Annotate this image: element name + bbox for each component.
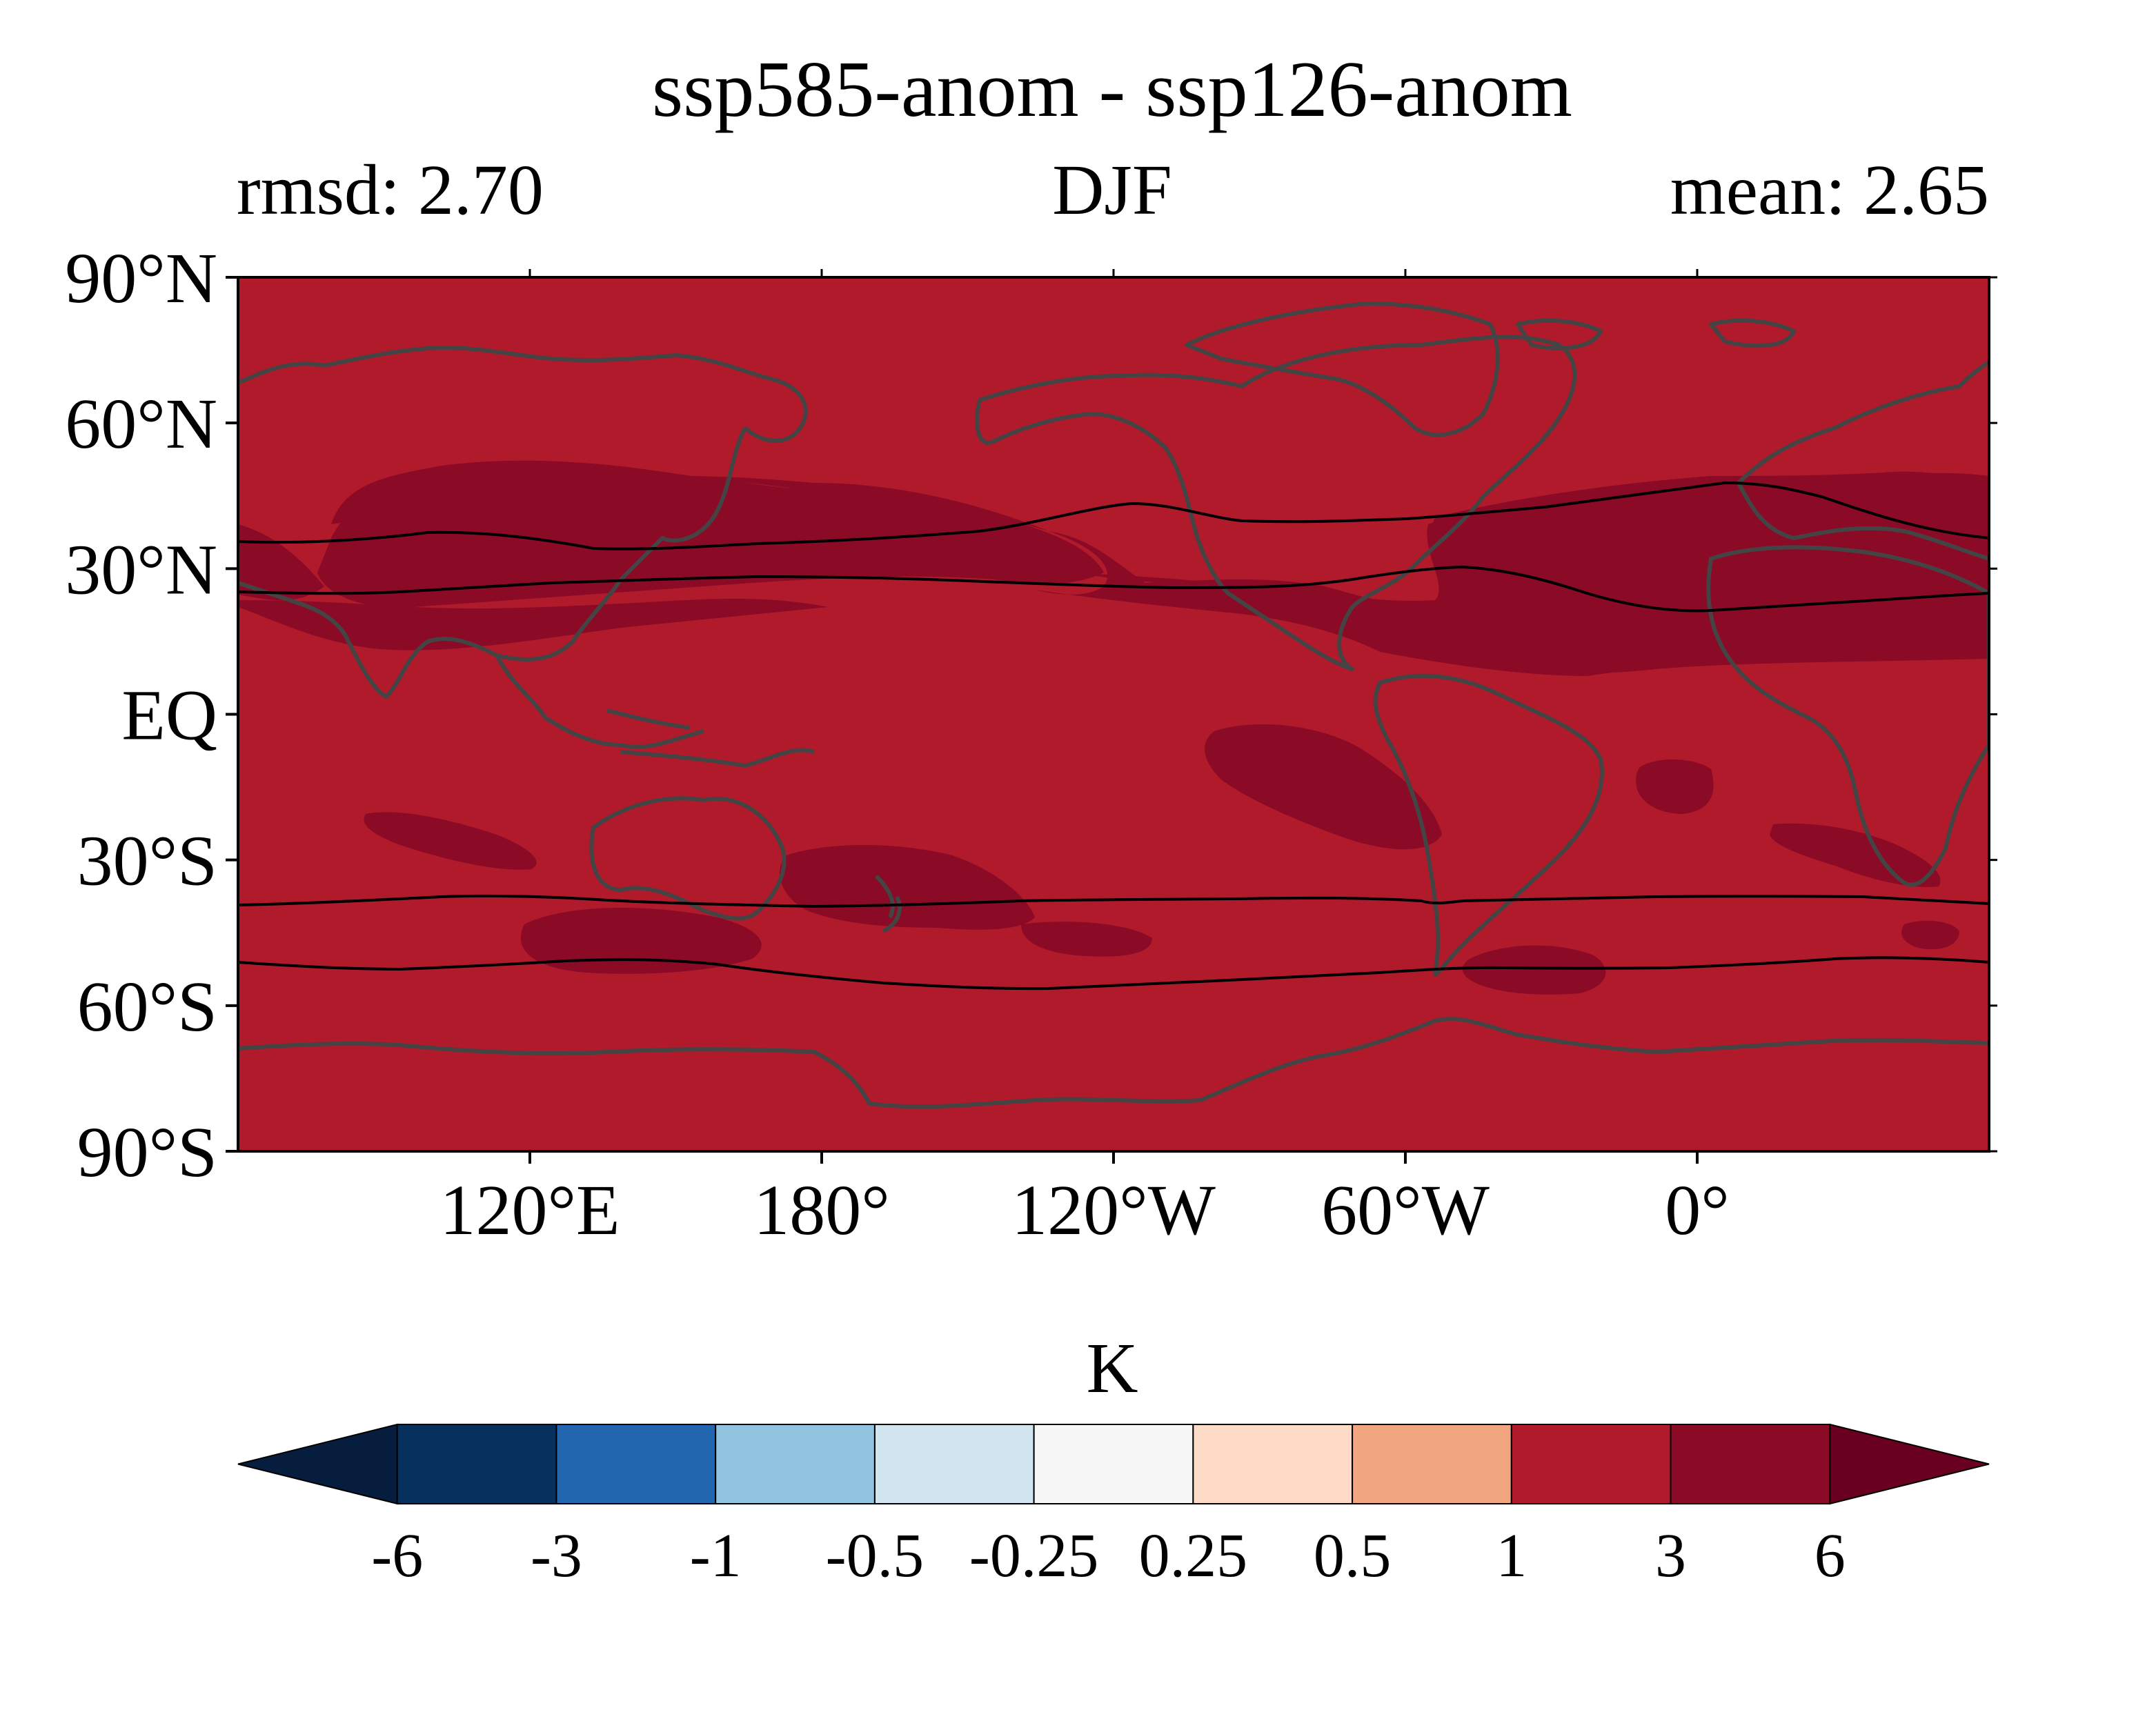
colorbar: -6 -3 -1 -0.5 -0.25 0.25 0.5 1 3 6 [237,1423,1990,1590]
colorbar-tick-label: 0.5 [1314,1522,1392,1590]
colorbar-tick-label: -6 [371,1522,423,1590]
high-anomaly-region-south-atlantic [1636,759,1714,814]
map-panel [238,277,1989,1151]
high-anomaly-region-south-africa [1901,920,1959,950]
colorbar-under-extend [237,1423,398,1505]
colorbar-segment [396,1424,557,1504]
lat-tick-label: 60°S [77,967,217,1046]
coastline-south-america [1373,673,1604,977]
colorbar-tick-label: 0.25 [1139,1522,1248,1590]
jet-line-nh-lower [238,565,1989,613]
coastline-east-asia [238,426,747,699]
high-anomaly-region-south-pacific [1021,922,1152,957]
high-anomaly-region-tasman [780,845,1035,930]
coastline-greenland [1185,301,1500,437]
colorbar-segment [1033,1424,1194,1504]
colorbar-segment [1670,1424,1831,1504]
lon-tick-label: 180° [753,1171,890,1250]
coastline-north-america [975,335,1577,671]
colorbar-segment [1510,1424,1672,1504]
rmsd-label: rmsd: 2.70 [237,150,544,230]
jet-line-nh-upper [238,481,1989,550]
high-anomaly-region-south-indian [364,812,537,870]
high-anomaly-region-drake [1462,945,1606,995]
coastline-africa [1706,545,1989,887]
high-anomaly-region-indian-ocean [1770,823,1941,887]
colorbar-tick-label: -0.5 [826,1522,924,1590]
lat-tick-label: EQ [121,676,217,755]
colorbar-tick-label: 3 [1655,1522,1686,1590]
longitude-ticks: 120°E 180° 120°W 60°W 0° [439,269,1730,1250]
lat-tick-label: 30°N [65,530,217,609]
coastline-new-zealand [874,874,902,933]
colorbar-segment [555,1424,717,1504]
coastline-arctic-asia [238,345,808,443]
plot-title: ssp585-anom - ssp126-anom [652,46,1572,134]
colorbar-segment [1192,1424,1354,1504]
lat-tick-label: 90°N [65,239,217,318]
colorbar-segment [715,1424,876,1504]
colorbar-tick-label: -3 [531,1522,582,1590]
season-label: DJF [1052,150,1171,230]
jet-lines [238,481,1989,991]
colorbar-tick-label: -0.25 [969,1522,1098,1590]
lon-tick-label: 120°E [439,1171,620,1250]
colorbar-segment [1352,1424,1512,1504]
coastline-antarctica [238,1017,1989,1109]
lat-tick-label: 90°S [77,1113,217,1192]
colorbar-tick-label: 6 [1814,1522,1846,1590]
mean-label: mean: 2.65 [1670,150,1989,230]
colorbar-label: K [1086,1329,1138,1408]
lat-tick-label: 30°S [77,822,217,901]
colorbar-segment [873,1424,1035,1504]
high-anomaly-region-southern-ocean-east [520,908,762,974]
lat-tick-label: 60°N [65,384,217,464]
map-background-field [238,277,1989,1151]
colorbar-over-extend [1829,1423,1990,1505]
coastline-indonesia [606,708,815,768]
colorbar-tick-label: -1 [690,1522,742,1590]
jet-line-sh-upper [238,894,1989,908]
high-anomaly-region-nh-core [317,461,1104,608]
high-anomaly-regions [238,460,1989,995]
latitude-ticks: 90°N 60°N 30°N EQ 30°S 60°S 90°S [65,239,1997,1192]
lon-tick-label: 0° [1665,1171,1730,1250]
lon-tick-label: 60°W [1321,1171,1490,1250]
coastline-arctic-islands [1516,318,1796,350]
coastline-southeast-asia [495,654,704,749]
coastline-europe [1737,360,1989,561]
high-anomaly-region-atlantic-band [1069,473,1989,674]
jet-line-sh-lower [238,956,1989,991]
colorbar-tick-label: 1 [1496,1522,1527,1590]
coastlines [238,301,1989,1109]
lon-tick-label: 120°W [1011,1171,1216,1250]
high-anomaly-region-se-pacific [1205,724,1442,850]
